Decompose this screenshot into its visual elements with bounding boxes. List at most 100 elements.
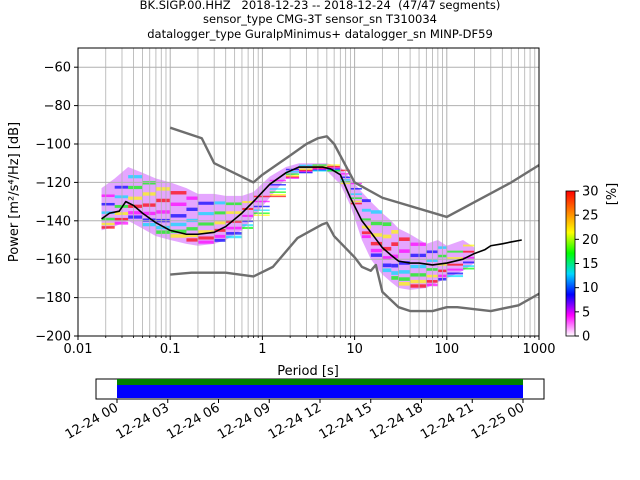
density-cell	[463, 244, 475, 247]
x-tick-label: 0.1	[160, 342, 181, 357]
density-cell	[350, 202, 362, 205]
density-cell	[197, 201, 215, 205]
density-cell	[285, 175, 300, 177]
density-cell	[253, 200, 270, 203]
density-cell	[361, 199, 371, 203]
colorbar-ticks: 0 5 10 15 20 25 30	[575, 185, 599, 345]
x-tick-label: 1	[258, 342, 266, 357]
density-cell	[299, 169, 313, 172]
density-cell	[142, 218, 156, 222]
density-cell	[170, 191, 187, 195]
timeline-tick-label: 12-24 06	[164, 400, 222, 442]
y-tick-label: −160	[35, 253, 71, 268]
density-cell	[312, 168, 327, 171]
colorbar-tick-label: 10	[582, 281, 599, 296]
density-cell	[410, 284, 427, 288]
y-axis-ticks: −60 −80 −100 −120 −140 −160 −180 −200	[35, 61, 78, 345]
density-cell	[128, 215, 143, 219]
density-cell	[101, 226, 115, 229]
x-tick-label: 100	[434, 342, 459, 357]
density-cell	[326, 167, 341, 169]
density-cell	[269, 195, 286, 198]
density-cell	[299, 164, 313, 167]
density-cell	[214, 221, 226, 225]
colorbar-tick-label: 0	[582, 330, 590, 345]
density-cell	[391, 242, 399, 246]
density-cell	[241, 207, 254, 211]
density-cell	[370, 241, 383, 246]
density-cell	[253, 212, 270, 214]
density-cell	[128, 175, 143, 179]
density-cell	[101, 194, 115, 198]
density-cell	[285, 176, 300, 178]
density-cell	[370, 253, 383, 257]
density-cell	[463, 250, 475, 253]
density-cell	[269, 184, 286, 186]
timeline-bar-bottom	[117, 385, 523, 398]
density-cell	[361, 218, 371, 222]
density-cell	[253, 195, 270, 198]
x-axis-ticks: 0.01 0.1 1 10 100 1000	[64, 336, 556, 357]
density-cell	[197, 240, 215, 244]
density-cell	[350, 197, 362, 199]
density-cell	[350, 200, 362, 203]
timeline-tick-label: 12-25 00	[469, 400, 527, 442]
density-cell	[382, 246, 392, 251]
density-cell	[463, 265, 475, 268]
y-tick-label: −180	[35, 291, 71, 306]
density-cell	[312, 164, 327, 166]
x-tick-label: 10	[346, 342, 363, 357]
density-cell	[142, 222, 156, 227]
colorbar-tick-label: 25	[582, 209, 599, 224]
density-cell	[214, 211, 226, 215]
density-cell	[214, 228, 226, 232]
y-tick-label: −120	[35, 176, 71, 191]
density-cell	[410, 264, 427, 269]
x-tick-label: 1000	[522, 342, 555, 357]
colorbar-tick-label: 30	[582, 185, 599, 200]
timeline-tick-label: 12-24 00	[63, 400, 121, 442]
density-cell	[326, 164, 341, 166]
timeline-tick-label: 12-24 09	[215, 400, 273, 442]
density-cell	[398, 261, 411, 265]
density-cell	[269, 191, 286, 193]
timeline-tick-label: 12-24 15	[317, 400, 375, 442]
density-cell	[398, 270, 411, 274]
title-line-1: BK.SIGP.00.HHZ 2018-12-23 -- 2018-12-24 …	[139, 0, 501, 12]
density-cell	[446, 272, 464, 275]
density-cell	[446, 250, 464, 253]
density-cell	[186, 207, 198, 211]
density-cell	[142, 192, 156, 196]
density-cell	[197, 236, 215, 240]
density-cell	[326, 168, 341, 171]
timeline-tick-label: 12-24 21	[418, 400, 476, 442]
density-cell	[170, 234, 187, 238]
density-cell	[463, 256, 475, 259]
density-cell	[382, 268, 392, 273]
density-cell	[370, 233, 383, 237]
density-cell	[197, 230, 215, 234]
density-cell	[299, 171, 313, 174]
density-cell	[370, 248, 383, 253]
density-cell	[382, 263, 392, 268]
density-cell	[370, 210, 383, 214]
density-cell	[410, 273, 427, 277]
density-cell	[382, 256, 392, 260]
density-cell	[285, 173, 300, 175]
density-cell	[446, 263, 464, 266]
density-cell	[410, 279, 427, 284]
title-line-3: datalogger_type GuralpMinimus+ datalogge…	[147, 27, 493, 41]
density-cell	[186, 227, 198, 231]
density-cell	[225, 235, 242, 239]
y-tick-label: −140	[35, 214, 71, 229]
density-cell	[170, 202, 187, 207]
density-cell	[391, 230, 399, 234]
density-cell	[170, 229, 187, 234]
density-cell	[155, 187, 171, 191]
density-cell	[155, 198, 171, 203]
density-cell	[114, 204, 129, 208]
density-cell	[299, 171, 313, 173]
density-cell	[114, 185, 129, 189]
